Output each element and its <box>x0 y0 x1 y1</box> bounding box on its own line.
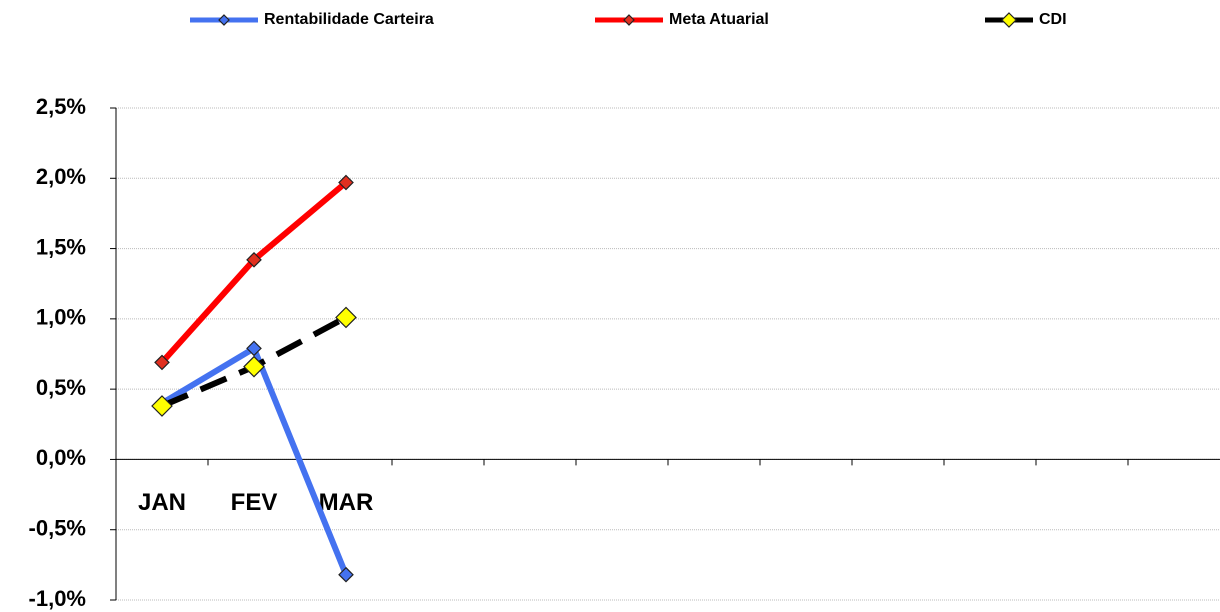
data-point <box>246 340 262 357</box>
y-tick-label: 0,0% <box>36 445 86 470</box>
data-point <box>338 566 354 583</box>
y-tick-label: -1,0% <box>29 586 86 611</box>
y-tick-label: 2,5% <box>36 94 86 119</box>
data-point <box>335 306 357 329</box>
y-tick-label: 0,5% <box>36 375 86 400</box>
data-point <box>154 354 170 371</box>
data-point <box>246 251 262 268</box>
y-tick-label: 1,5% <box>36 234 86 259</box>
legend-label: Meta Atuarial <box>669 11 769 28</box>
data-point <box>151 395 173 417</box>
x-tick-label: MAR <box>319 489 374 516</box>
x-tick-label: JAN <box>138 489 186 516</box>
x-tick-label: FEV <box>231 489 278 516</box>
data-point <box>243 355 265 378</box>
legend-marker <box>218 14 230 26</box>
legend-marker <box>1001 12 1017 28</box>
y-tick-label: -0,5% <box>29 516 86 541</box>
legend-label: Rentabilidade Carteira <box>264 11 434 28</box>
series-line <box>160 344 349 576</box>
data-point <box>338 174 354 191</box>
y-tick-label: 1,0% <box>36 305 86 330</box>
legend-marker <box>623 14 635 26</box>
legend-label: CDI <box>1039 11 1067 28</box>
y-tick-label: 2,0% <box>36 164 86 189</box>
